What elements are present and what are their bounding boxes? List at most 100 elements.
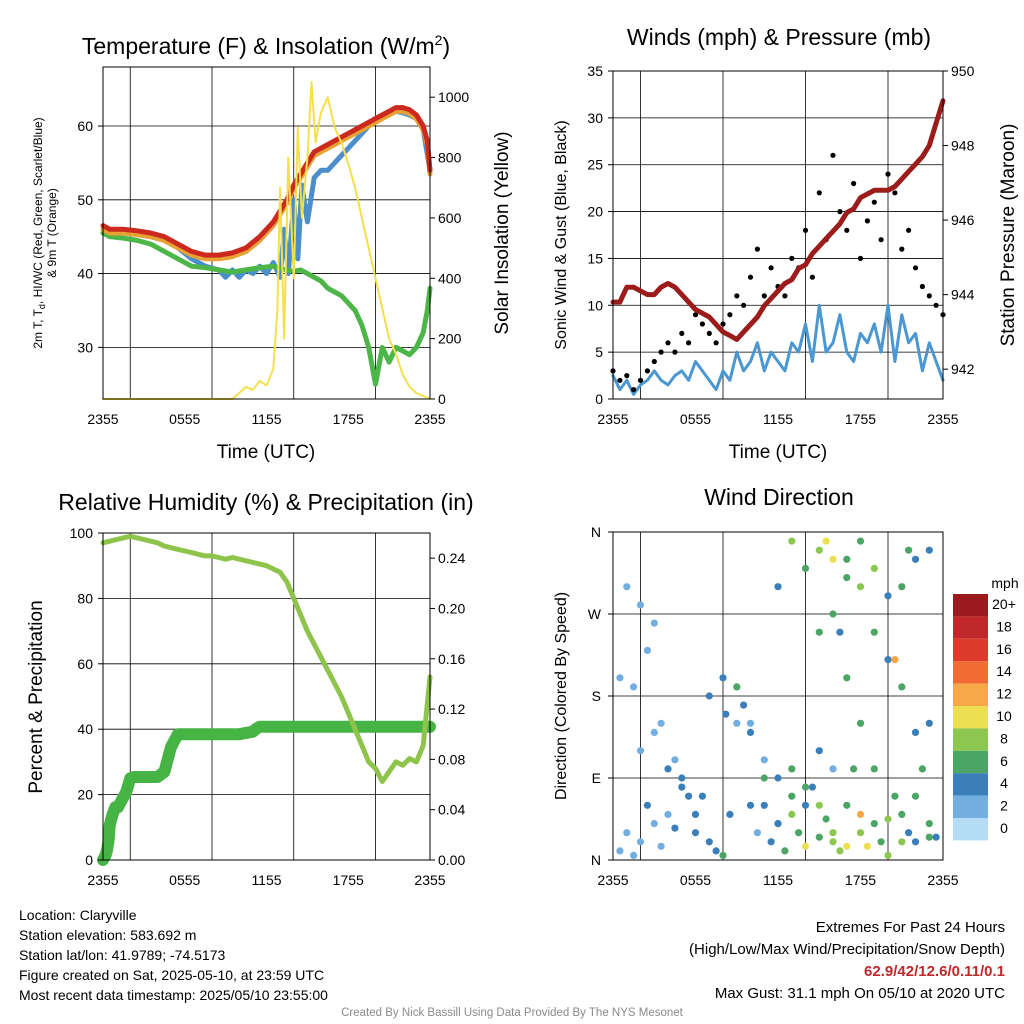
gust-point [658,349,664,355]
direction-point [719,674,727,682]
direction-tick-label: N [591,852,601,868]
direction-point [630,851,638,860]
direction-point [925,719,933,727]
x-tick-label: 1155 [251,872,281,888]
winds-panel: Winds (mph) & Pressure (mb) 2355 0555 1155… [553,24,1019,463]
gust-point [912,265,919,271]
direction-point [808,783,817,791]
pressure-y-tick-label: 950 [951,63,975,79]
wind-direction-y-ticks: N E S W N [588,524,613,868]
direction-point [870,820,878,828]
direction-point [843,842,851,850]
direction-point [829,838,837,846]
direction-point [843,555,851,563]
direction-point [925,546,933,554]
x-tick-label: 0555 [680,872,711,888]
precip-y-tick-label: 0.12 [438,701,465,717]
temperature-panel: Temperature (F) & Insolation (W/m2) 2355… [31,32,513,463]
direction-point [664,810,672,819]
humidity-y-tick-label: 80 [77,590,93,606]
temperature-y-tick-label: 50 [77,192,93,208]
gust-point [782,293,788,299]
wind-direction-x-ticks: 2355 0555 1155 1755 2355 [597,872,958,888]
winds-y-tick-label: 20 [587,204,603,220]
direction-point [636,838,645,846]
direction-point [650,619,658,627]
direction-point [616,674,624,682]
humidity-y-tick-label: 20 [77,787,93,803]
direction-point [870,564,878,573]
legend-label: 20+ [992,596,1016,612]
direction-point [636,601,645,609]
insolation-y-tick-label: 200 [438,331,462,347]
direction-point [856,810,865,819]
direction-point [650,820,658,828]
temperature-y-tick-label: 40 [77,266,93,282]
gust-point [899,246,905,252]
pressure-y-tick-label: 948 [951,138,975,154]
insolation-y-tick-label: 800 [438,150,462,166]
direction-point [774,774,782,782]
winds-y-tick-label: 30 [587,110,603,126]
gust-point [830,152,836,158]
direction-point [918,765,927,773]
direction-point [884,592,892,600]
winds-y-tick-label: 15 [587,250,603,266]
pressure-y-tick-label: 946 [951,212,975,228]
recent-timestamp: Most recent data timestamp: 2025/05/10 2… [19,987,328,1003]
gust-point [919,283,926,290]
pressure-y-tick-label: 944 [951,287,975,303]
gust-point [637,377,644,383]
temperature-y-ticks: 30 40 50 60 [77,118,103,355]
direction-point [733,683,741,691]
pressure-y-tick-label: 942 [951,361,975,377]
direction-point [719,851,727,860]
x-tick-label: 1755 [333,872,364,888]
direction-point [774,583,782,591]
direction-point [932,833,940,841]
direction-point [815,628,823,636]
direction-point [850,765,858,773]
winds-y-tick-label: 0 [595,391,603,407]
x-tick-label: 2355 [927,872,958,888]
pressure-line [610,98,946,342]
humidity-y-tick-label: 40 [77,721,93,737]
gust-point [864,218,871,224]
gust-point [926,293,932,299]
insolation-y-tick-label: 400 [438,270,462,286]
legend-swatch [953,773,988,796]
gust-point [933,302,939,308]
gust-point [878,237,884,243]
x-tick-label: 1755 [845,872,876,888]
legend-label: 0 [1000,820,1008,836]
humidity-panel: Relative Humidity (%) & Precipitation (i… [26,489,474,888]
legend-swatch [953,638,988,662]
direction-point [671,824,679,832]
direction-point [829,765,837,773]
gust-point [871,199,877,205]
gust-point [768,265,774,271]
direction-point [911,555,920,563]
direction-point [815,747,823,755]
direction-point [722,710,730,718]
direction-point [788,810,796,819]
direction-point [856,829,865,837]
humidity-line [100,533,433,784]
humidity-y-tick-label: 0 [85,852,93,868]
winds-y-tick-label: 5 [595,344,603,360]
gust-point [679,330,685,336]
gust-point [802,227,809,233]
direction-point [836,847,844,855]
direction-point [801,783,810,791]
direction-point [898,683,906,691]
gust-point [906,227,912,233]
gust-point [747,274,754,280]
temperature-line [100,105,433,258]
direction-point [788,792,796,800]
winds-y-tick-label: 10 [587,297,603,313]
gust-point [624,373,630,379]
insolation-y-tick-label: 0 [438,391,446,407]
winds-grid [613,71,943,399]
precip-y-tick-label: 0.16 [438,651,465,667]
direction-point [884,815,892,823]
